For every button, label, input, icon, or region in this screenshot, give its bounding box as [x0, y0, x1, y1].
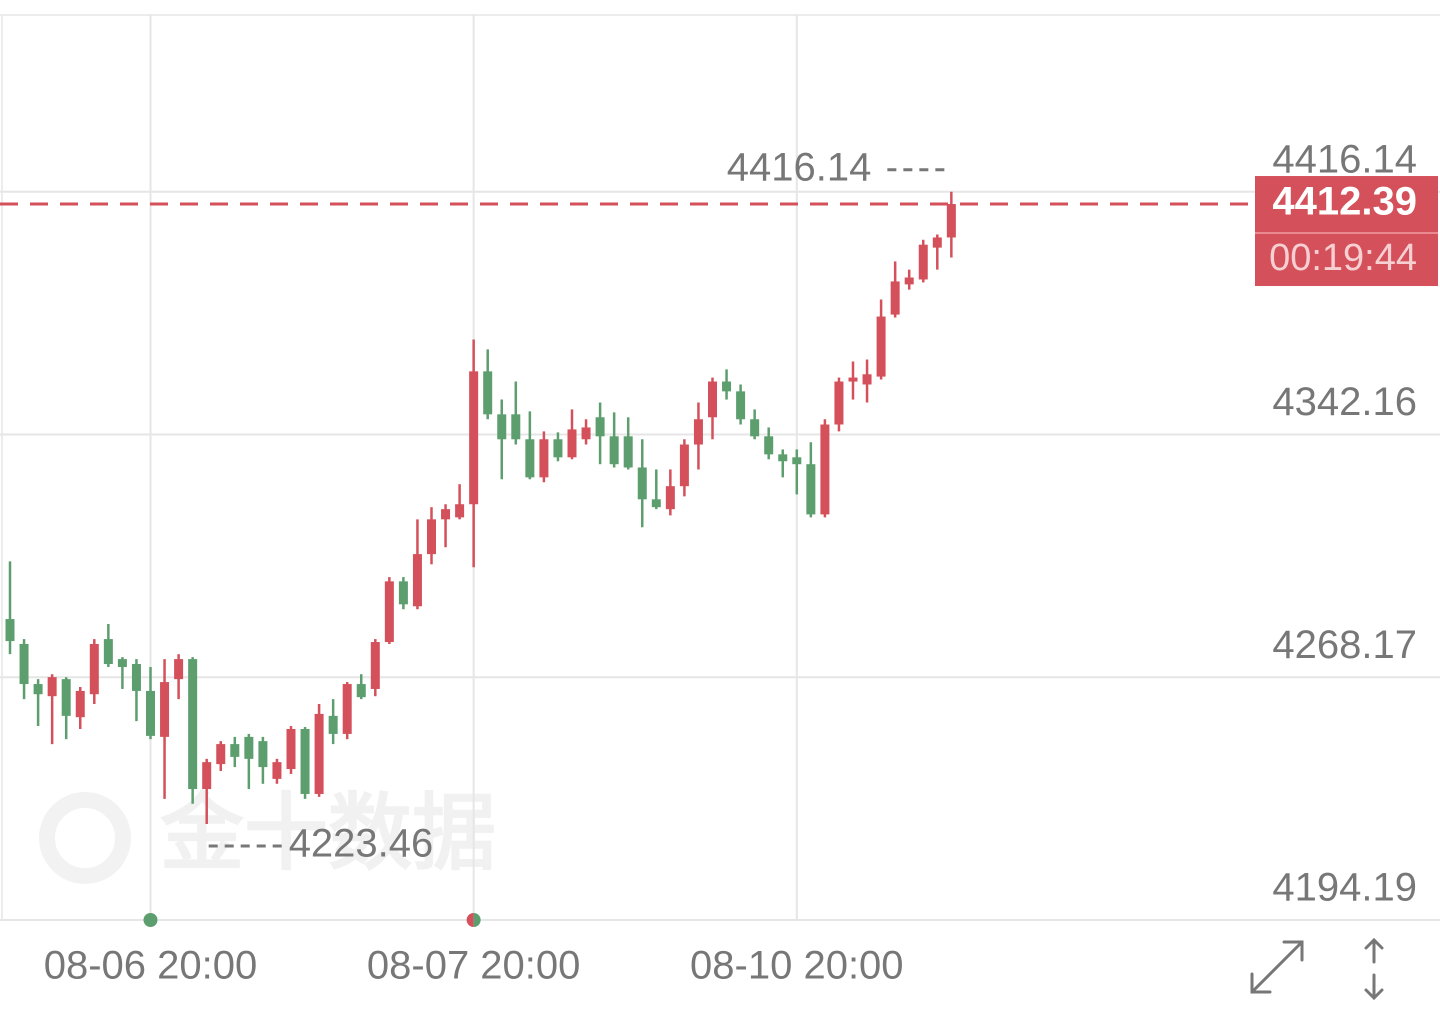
candle-body [834, 381, 844, 425]
low-label: 4223.46 [289, 822, 434, 866]
last-price-badge [1255, 176, 1438, 287]
candle-body [483, 371, 493, 415]
candle-body [117, 659, 127, 667]
candle-body [384, 581, 394, 643]
candle-body [918, 244, 928, 280]
session-dot [466, 913, 474, 927]
watermark-text: 金十数据 [160, 786, 496, 880]
session-dot [143, 913, 158, 927]
session-dot [473, 913, 481, 927]
candle-body [75, 690, 85, 718]
candle-body [665, 486, 675, 510]
x-tick-label: 08-06 20:00 [44, 944, 258, 988]
candle-body [750, 419, 760, 437]
candle-body [679, 444, 689, 487]
watermark-logo [39, 792, 131, 884]
candle-body [497, 414, 507, 440]
candle-body [623, 436, 633, 468]
candle-body [792, 457, 802, 465]
candle-body [764, 436, 774, 455]
scale-icon[interactable] [1364, 937, 1384, 1001]
candle-body [356, 684, 366, 698]
candle-body [820, 424, 830, 515]
candle-body [258, 741, 268, 768]
candle-body [216, 744, 226, 765]
candle-body [722, 381, 732, 392]
candle-body [174, 659, 184, 680]
candle-body [637, 467, 647, 500]
candle-body [595, 417, 605, 437]
expand-icon[interactable] [1250, 940, 1304, 994]
candle-body [609, 436, 619, 465]
candle-body [230, 744, 240, 757]
candle-body [61, 679, 71, 716]
candle-body [314, 713, 324, 794]
candle-body [286, 728, 296, 770]
candle-body [946, 204, 956, 238]
high-label: 4416.14 [727, 145, 872, 189]
candle-body [876, 316, 886, 377]
candle-body [342, 684, 352, 734]
candle-body [272, 762, 282, 779]
candle-body [427, 519, 436, 555]
countdown-label: 00:19:44 [1269, 237, 1417, 279]
y-tick-label: 4416.14 [1272, 137, 1417, 181]
y-tick-label: 4342.16 [1272, 380, 1417, 424]
candle-body [89, 644, 99, 695]
candle-body [188, 659, 198, 790]
y-tick-label: 4194.19 [1272, 866, 1417, 910]
last-price-label: 4412.39 [1272, 180, 1417, 224]
candle-body [328, 715, 338, 734]
candle-body [708, 381, 717, 418]
candle-body [131, 664, 141, 691]
candle-body [412, 554, 422, 607]
candle-body [441, 509, 451, 520]
candle-body [19, 644, 29, 685]
candle-body [693, 419, 703, 445]
candle-body [5, 619, 15, 642]
candle-body [146, 690, 155, 736]
x-tick-label: 08-10 20:00 [690, 944, 904, 988]
watermark: 金十数据 [39, 786, 496, 884]
candle-body [511, 414, 521, 440]
candle-body [778, 454, 788, 462]
candle-body [47, 677, 57, 697]
candle-body [160, 682, 170, 737]
candle-body [567, 429, 577, 458]
candle-body [651, 499, 661, 508]
candle-body [539, 439, 549, 478]
y-tick-label: 4268.17 [1272, 623, 1417, 667]
candle-body [300, 728, 310, 794]
candle-body [455, 504, 465, 518]
candle-body [862, 374, 872, 385]
candle-body [244, 736, 254, 759]
candle-body [806, 464, 816, 515]
candle-body [553, 439, 563, 458]
candle-body [398, 581, 408, 605]
candle-body [33, 684, 43, 695]
candle-body [581, 427, 591, 440]
candle-body [202, 762, 212, 790]
candle-body [890, 281, 900, 315]
candle-body [370, 642, 380, 689]
candle-body [525, 439, 535, 478]
candle-body [904, 277, 914, 285]
candle-body [932, 237, 942, 248]
candle-body [103, 639, 113, 665]
candle-body [848, 377, 858, 382]
candle-body [736, 391, 746, 420]
x-tick-label: 08-07 20:00 [367, 944, 581, 988]
candle-body [469, 371, 479, 505]
